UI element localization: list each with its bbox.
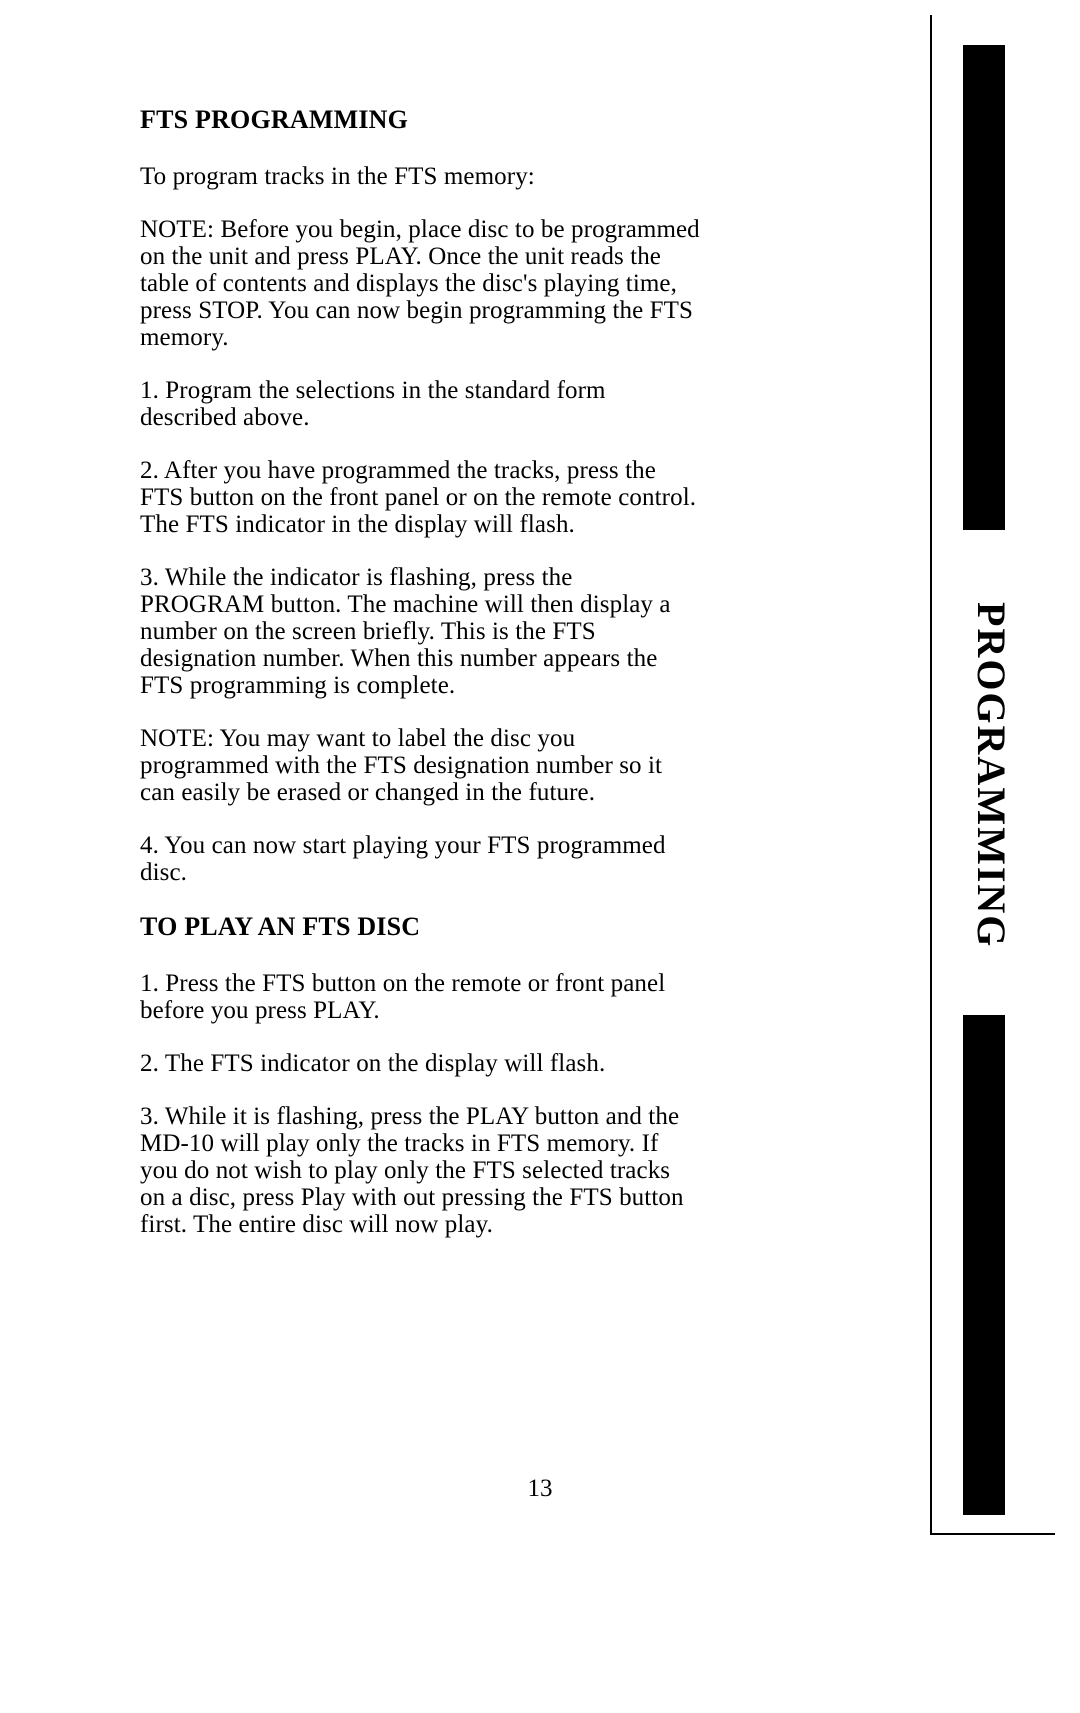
section-heading-fts-programming: FTS PROGRAMMING	[140, 105, 700, 135]
main-content: FTS PROGRAMMING To program tracks in the…	[140, 105, 700, 1264]
note-paragraph: NOTE: Before you begin, place disc to be…	[140, 216, 700, 351]
page-number: 13	[0, 1475, 1080, 1503]
sidebar-decor-block-top	[963, 45, 1005, 530]
step-paragraph: 2. The FTS indicator on the display will…	[140, 1050, 700, 1077]
step-paragraph: 2. After you have programmed the tracks,…	[140, 457, 700, 538]
step-paragraph: 1. Press the FTS button on the remote or…	[140, 970, 700, 1024]
note-paragraph: NOTE: You may want to label the disc you…	[140, 725, 700, 806]
step-paragraph: 4. You can now start playing your FTS pr…	[140, 832, 700, 886]
sidebar-decor-block-bottom	[963, 1015, 1005, 1515]
intro-paragraph: To program tracks in the FTS memory:	[140, 163, 700, 190]
step-paragraph: 3. While the indicator is flashing, pres…	[140, 564, 700, 699]
step-paragraph: 1. Program the selections in the standar…	[140, 377, 700, 431]
document-page: FTS PROGRAMMING To program tracks in the…	[0, 0, 1080, 1713]
section-heading-play-fts-disc: TO PLAY AN FTS DISC	[140, 912, 700, 942]
sidebar-tab: PROGRAMMING	[930, 15, 1055, 1535]
sidebar-section-label: PROGRAMMING	[968, 555, 1015, 995]
step-paragraph: 3. While it is flashing, press the PLAY …	[140, 1103, 700, 1238]
